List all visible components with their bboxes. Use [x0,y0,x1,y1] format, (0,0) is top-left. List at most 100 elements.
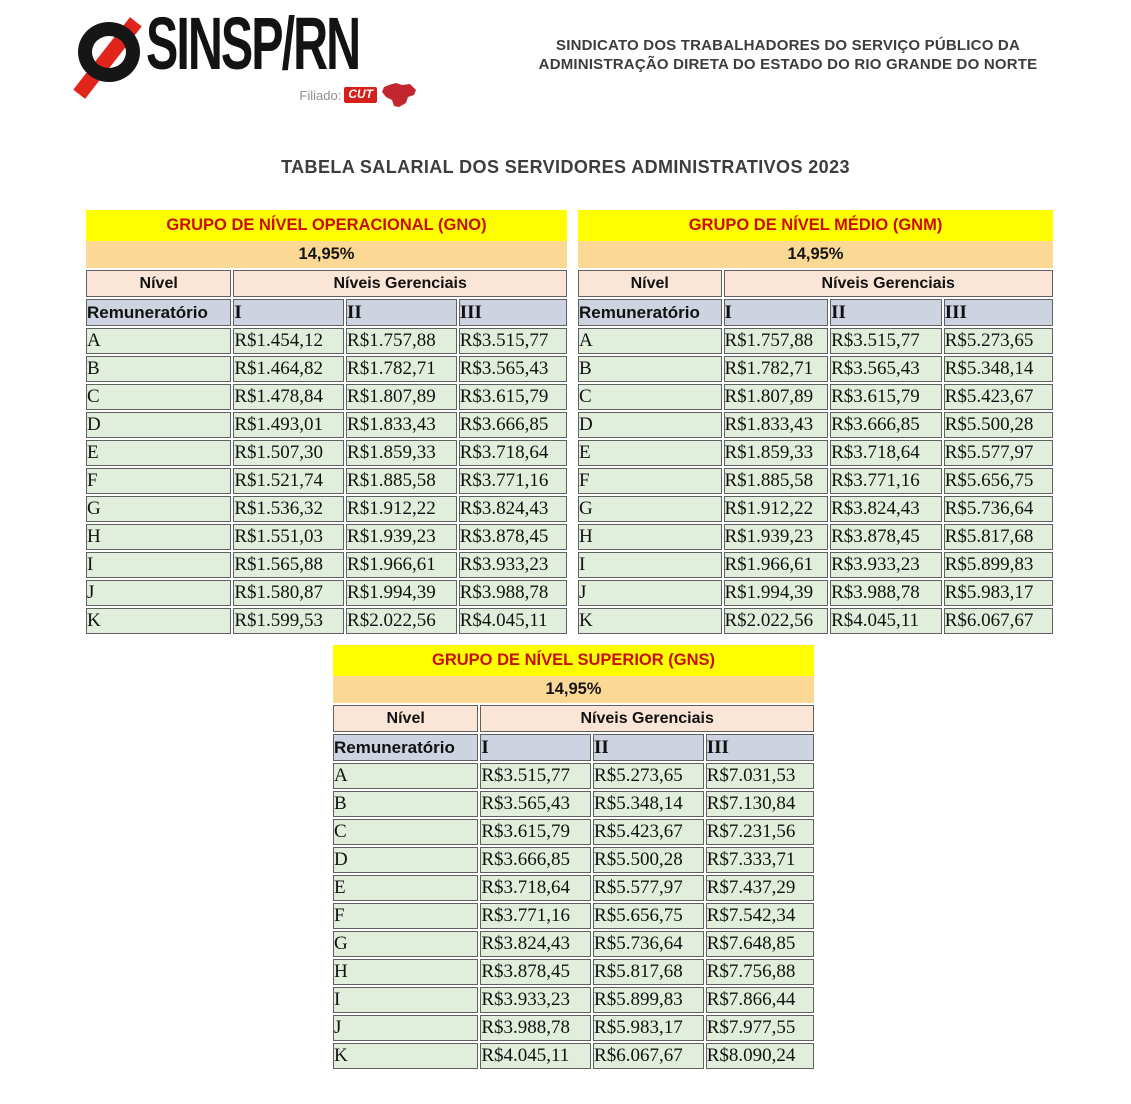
nivel-header: Nível [86,270,232,297]
salary-value: R$1.454,12 [233,328,345,354]
remuneratorio-header: Remuneratório [578,299,722,326]
tables-row: GRUPO DE NÍVEL OPERACIONAL (GNO) 14,95% … [86,210,1053,636]
row-label: H [333,959,479,985]
table-row: J R$1.580,87 R$1.994,39 R$3.988,78 [86,580,567,606]
table-row: E R$3.718,64 R$5.577,97 R$7.437,29 [333,875,814,901]
salary-value: R$1.966,61 [346,552,457,578]
logo-black-ring [78,22,140,82]
table-adjustment-percent: 14,95% [333,676,814,703]
salary-value: R$5.500,28 [943,412,1053,438]
salary-value: R$3.718,64 [830,440,942,466]
salary-grid: Nível Níveis Gerenciais Remuneratório I … [84,268,569,636]
salary-value: R$5.983,17 [943,580,1053,606]
level-iii-header: III [943,299,1053,326]
salary-value: R$3.878,45 [458,524,567,550]
salary-value: R$7.756,88 [705,959,814,985]
table-row: F R$3.771,16 R$5.656,75 R$7.542,34 [333,903,814,929]
table-row: D R$1.493,01 R$1.833,43 R$3.666,85 [86,412,567,438]
salary-value: R$7.437,29 [705,875,814,901]
header-row-groups: Nível Níveis Gerenciais [578,270,1053,297]
table-row: A R$1.454,12 R$1.757,88 R$3.515,77 [86,328,567,354]
salary-value: R$3.565,43 [458,356,567,382]
table-row: E R$1.507,30 R$1.859,33 R$3.718,64 [86,440,567,466]
salary-value: R$1.599,53 [233,608,345,634]
salary-value: R$3.878,45 [830,524,942,550]
table-row: F R$1.885,58 R$3.771,16 R$5.656,75 [578,468,1053,494]
salary-value: R$3.988,78 [480,1015,592,1041]
salary-value: R$2.022,56 [723,608,829,634]
salary-table-gns: GRUPO DE NÍVEL SUPERIOR (GNS) 14,95% Nív… [333,645,814,1071]
salary-value: R$3.988,78 [830,580,942,606]
page-title: TABELA SALARIAL DOS SERVIDORES ADMINISTR… [281,157,850,177]
row-label: J [333,1015,479,1041]
salary-value: R$1.782,71 [346,356,457,382]
table-row: J R$1.994,39 R$3.988,78 R$5.983,17 [578,580,1053,606]
table-row: B R$1.782,71 R$3.565,43 R$5.348,14 [578,356,1053,382]
salary-value: R$3.666,85 [480,847,592,873]
salary-value: R$1.807,89 [723,384,829,410]
table-row: C R$1.807,89 R$3.615,79 R$5.423,67 [578,384,1053,410]
table-group-title: GRUPO DE NÍVEL SUPERIOR (GNS) [333,645,814,676]
gerenciais-header: Níveis Gerenciais [480,705,814,732]
salary-value: R$1.885,58 [723,468,829,494]
remuneratorio-header: Remuneratório [86,299,232,326]
nivel-header: Nível [578,270,722,297]
level-ii-header: II [830,299,942,326]
header-row-groups: Nível Níveis Gerenciais [333,705,814,732]
salary-value: R$1.939,23 [346,524,457,550]
salary-value: R$3.565,43 [480,791,592,817]
salary-value: R$3.771,16 [830,468,942,494]
row-label: I [86,552,232,578]
salary-value: R$5.899,83 [943,552,1053,578]
level-iii-header: III [705,734,814,761]
org-name: SINDICATO DOS TRABALHADORES DO SERVIÇO P… [498,36,1078,74]
salary-value: R$6.067,67 [943,608,1053,634]
salary-value: R$7.542,34 [705,903,814,929]
salary-value: R$1.966,61 [723,552,829,578]
row-label: K [333,1043,479,1069]
salary-value: R$5.577,97 [593,875,704,901]
level-i-header: I [723,299,829,326]
table-row: K R$4.045,11 R$6.067,67 R$8.090,24 [333,1043,814,1069]
logo: SINSP/RN Filiado: CUT [73,7,418,108]
row-label: E [86,440,232,466]
row-label: A [578,328,722,354]
salary-value: R$5.577,97 [943,440,1053,466]
header-row-levels: Remuneratório I II III [86,299,567,326]
level-i-header: I [480,734,592,761]
salary-value: R$3.666,85 [458,412,567,438]
row-label: H [578,524,722,550]
table-adjustment-percent: 14,95% [578,241,1053,268]
row-label: C [86,384,232,410]
table-row: K R$2.022,56 R$4.045,11 R$6.067,67 [578,608,1053,634]
salary-value: R$5.817,68 [593,959,704,985]
salary-table-gnm: GRUPO DE NÍVEL MÉDIO (GNM) 14,95% Nível … [578,210,1053,636]
table-row: A R$3.515,77 R$5.273,65 R$7.031,53 [333,763,814,789]
salary-value: R$1.493,01 [233,412,345,438]
salary-value: R$8.090,24 [705,1043,814,1069]
table-row: K R$1.599,53 R$2.022,56 R$4.045,11 [86,608,567,634]
salary-value: R$5.500,28 [593,847,704,873]
salary-value: R$3.824,43 [458,496,567,522]
salary-value: R$1.536,32 [233,496,345,522]
salary-value: R$3.615,79 [458,384,567,410]
salary-value: R$1.912,22 [723,496,829,522]
row-label: F [333,903,479,929]
table-row: B R$1.464,82 R$1.782,71 R$3.565,43 [86,356,567,382]
row-label: F [86,468,232,494]
table-row: F R$1.521,74 R$1.885,58 R$3.771,16 [86,468,567,494]
table-row: G R$1.536,32 R$1.912,22 R$3.824,43 [86,496,567,522]
level-ii-header: II [593,734,704,761]
table-row: J R$3.988,78 R$5.983,17 R$7.977,55 [333,1015,814,1041]
row-label: J [86,580,232,606]
table-row: B R$3.565,43 R$5.348,14 R$7.130,84 [333,791,814,817]
table-row: H R$1.939,23 R$3.878,45 R$5.817,68 [578,524,1053,550]
salary-value: R$3.565,43 [830,356,942,382]
table-row: I R$1.966,61 R$3.933,23 R$5.899,83 [578,552,1053,578]
salary-value: R$5.423,67 [943,384,1053,410]
salary-value: R$7.333,71 [705,847,814,873]
row-label: K [86,608,232,634]
salary-value: R$1.521,74 [233,468,345,494]
salary-value: R$7.231,56 [705,819,814,845]
row-label: B [86,356,232,382]
